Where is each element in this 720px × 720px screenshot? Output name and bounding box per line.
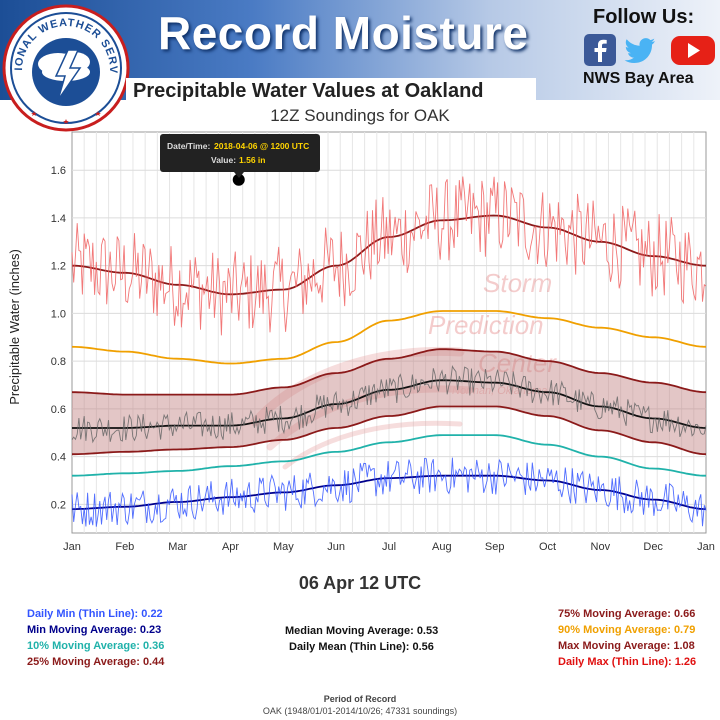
y-tick-label: 0.2: [51, 499, 66, 511]
tooltip: Date/Time: 2018-04-06 @ 1200 UTC Value: …: [160, 134, 320, 178]
series-line-90-moving-average: [71, 310, 707, 365]
follow-us-label: Follow Us:: [593, 6, 695, 28]
period-of-record-text: OAK (1948/01/01-2014/10/26; 47331 soundi…: [262, 706, 458, 716]
tooltip-datetime-value: 2018-04-06 @ 1200 UTC: [214, 141, 309, 151]
stat-75pct-moving-average: 75% Moving Average: 0.66: [558, 608, 696, 620]
stat-min-moving-average: Min Moving Average: 0.23: [27, 624, 162, 636]
series-line-75-moving-average: [72, 348, 707, 396]
watermark-line: Prediction: [428, 310, 544, 340]
stat-median-moving-average: Median Moving Average: 0.53: [285, 625, 439, 637]
x-tick-label: Feb: [115, 541, 134, 553]
y-tick-label: 0.4: [51, 452, 66, 464]
series-line-daily-mean-thin-line: [71, 365, 707, 444]
highlight-point: [232, 173, 245, 186]
twitter-icon[interactable]: [624, 33, 658, 67]
x-tick-label: Oct: [539, 541, 556, 553]
stat-max-moving-average: Max Moving Average: 1.08: [558, 640, 695, 652]
stat-90pct-moving-average: 90% Moving Average: 0.79: [558, 624, 696, 636]
x-tick-label: Apr: [222, 541, 239, 553]
tooltip-datetime-label: Date/Time:: [167, 141, 210, 151]
precipitable-water-chart: Storm Prediction Center Norman, Oklahoma…: [7, 131, 715, 553]
x-tick-label: Mar: [168, 541, 187, 553]
x-tick-label: Jun: [327, 541, 345, 553]
tooltip-value-value: 1.56 in: [239, 155, 265, 165]
series-line-daily-max-thin-line: [71, 176, 707, 336]
watermark-line: Storm: [483, 268, 552, 298]
stat-25pct-moving-average: 25% Moving Average: 0.44: [27, 656, 165, 668]
series-line-10-moving-average: [72, 434, 706, 477]
y-tick-label: 1.0: [51, 308, 66, 320]
spc-watermark: Storm Prediction Center Norman, Oklahoma: [250, 268, 557, 470]
y-tick-label: 0.6: [51, 404, 66, 416]
period-of-record-title: Period of Record: [323, 694, 397, 704]
youtube-icon[interactable]: [670, 33, 716, 67]
page-title: Record Moisture: [158, 7, 529, 59]
stat-daily-max: Daily Max (Thin Line): 1.26: [558, 656, 697, 668]
chart-grid: [71, 131, 707, 534]
x-tick-label: Jul: [382, 541, 396, 553]
x-tick-label: Nov: [591, 541, 611, 553]
y-tick-label: 1.2: [51, 261, 66, 273]
facebook-icon[interactable]: [583, 33, 617, 67]
x-tick-label: Sep: [485, 541, 505, 553]
page-subtitle: Precipitable Water Values at Oakland: [133, 80, 484, 102]
y-tick-label: 1.6: [51, 165, 66, 177]
series-line-daily-min-thin-line: [71, 457, 707, 527]
stat-10pct-moving-average: 10% Moving Average: 0.36: [27, 640, 165, 652]
stat-daily-mean: Daily Mean (Thin Line): 0.56: [289, 641, 434, 653]
tooltip-value-label: Value:: [211, 155, 236, 165]
x-tick-label: Dec: [643, 541, 663, 553]
y-tick-label: 0.8: [51, 356, 66, 368]
selected-date-label: 06 Apr 12 UTC: [298, 573, 422, 593]
subtitle-background: [126, 78, 536, 104]
y-tick-label: 1.4: [51, 213, 66, 225]
stat-daily-min: Daily Min (Thin Line): 0.22: [27, 608, 163, 620]
chart-title: 12Z Soundings for OAK: [270, 106, 450, 125]
watermark-line: Center: [478, 348, 557, 378]
y-axis-label: Precipitable Water (inches): [7, 249, 22, 405]
x-tick-label: May: [273, 541, 294, 553]
x-tick-label: Jan: [697, 541, 715, 553]
nws-seal-logo: NATIONAL WEATHER SERVICE: [2, 2, 130, 132]
x-tick-label: Jan: [63, 541, 81, 553]
nws-bay-area-label: NWS Bay Area: [583, 70, 694, 87]
chart-axes: 0.2 0.4 0.6 0.8 1.0 1.2 1.4 1.6 Jan Feb Mar Apr May J…: [51, 165, 715, 553]
tooltip-arrow: [234, 172, 244, 178]
series-lines: [71, 176, 707, 527]
highlight-marker: [232, 173, 245, 186]
tooltip-box: [160, 134, 320, 172]
series-line-25-moving-average: [72, 405, 707, 456]
x-tick-label: Aug: [432, 541, 452, 553]
